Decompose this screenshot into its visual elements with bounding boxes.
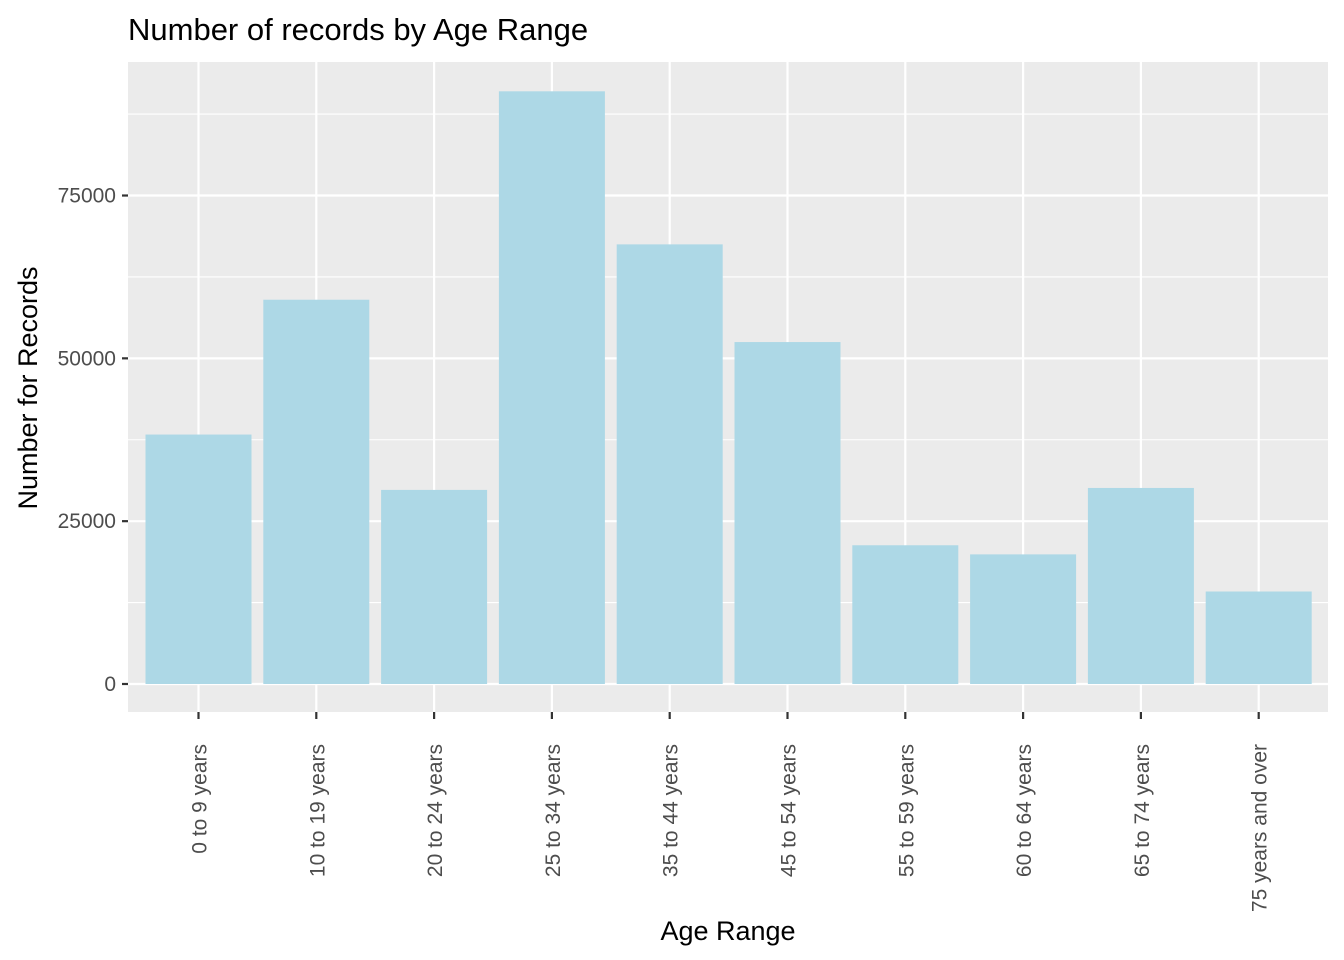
y-tick-label: 75000 [58, 185, 116, 208]
x-tick-label: 65 to 74 years [1131, 744, 1154, 877]
x-tick-label: 55 to 59 years [895, 744, 918, 877]
x-tick-label: 10 to 19 years [306, 744, 329, 877]
y-tick-label: 50000 [58, 347, 116, 370]
bar-20-to-24-years [381, 489, 488, 684]
x-tick-label: 75 years and over [1249, 744, 1272, 912]
bar-75-years-and-over [1205, 591, 1312, 684]
bar-0-to-9-years [145, 434, 252, 684]
y-tick-label: 0 [104, 673, 116, 696]
x-tick-label: 25 to 34 years [542, 744, 565, 877]
x-tick-label: 60 to 64 years [1013, 744, 1036, 877]
bars [145, 91, 1312, 684]
x-tick-label: 20 to 24 years [424, 744, 447, 877]
bar-60-to-64-years [970, 554, 1077, 684]
bar-55-to-59-years [852, 545, 959, 684]
bar-25-to-34-years [498, 91, 605, 684]
chart-title: Number of records by Age Range [128, 12, 588, 47]
bar-35-to-44-years [616, 244, 723, 684]
y-axis: 0 25000 50000 75000 [58, 185, 128, 696]
x-tick-label: 45 to 54 years [778, 744, 801, 877]
x-tick-label: 0 to 9 years [189, 744, 212, 854]
x-axis: 0 to 9 years 10 to 19 years 20 to 24 years… [189, 712, 1272, 912]
x-tick-label: 35 to 44 years [660, 744, 683, 877]
bar-10-to-19-years [263, 299, 370, 684]
y-tick-label: 25000 [58, 510, 116, 533]
x-axis-title: Age Range [660, 916, 795, 946]
bar-45-to-54-years [734, 342, 841, 684]
bar-65-to-74-years [1087, 487, 1194, 684]
y-axis-title: Number for Records [13, 266, 43, 509]
